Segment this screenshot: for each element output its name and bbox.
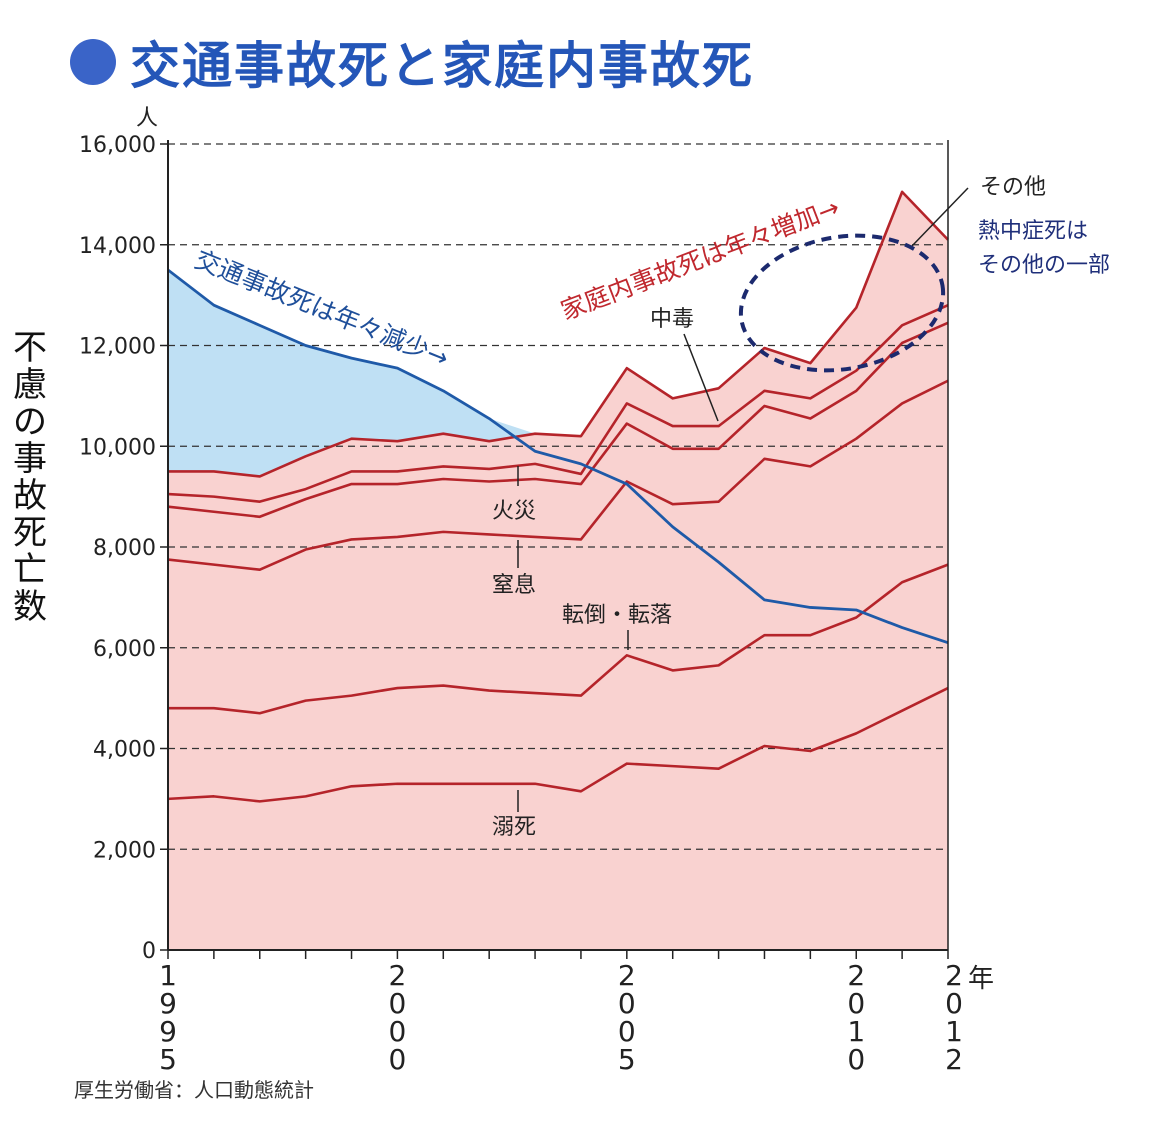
traffic-series-line xyxy=(167,268,949,645)
household-series-line-2 xyxy=(167,379,949,571)
fire-label: 火災 xyxy=(492,499,536,524)
chart-title: 交通事故死と家庭内事故死 xyxy=(130,37,754,95)
household-series-line-4 xyxy=(167,304,949,503)
household-area-fill xyxy=(168,191,948,950)
y-tick-label: 2,000 xyxy=(93,838,156,863)
heatstroke-label-line1: 熱中症死は xyxy=(978,219,1088,244)
y-tick-label: 12,000 xyxy=(79,335,156,360)
source-note: 厚生労働省：人口動態統計 xyxy=(74,1078,314,1102)
x-axis-unit: 年 xyxy=(968,964,995,994)
y-tick-label: 10,000 xyxy=(79,435,156,460)
household-series-line-0 xyxy=(167,686,949,803)
heatstroke-highlight-ellipse xyxy=(738,233,946,373)
y-tick-label: 0 xyxy=(142,939,156,964)
other-leader-line xyxy=(911,187,969,247)
household-trend-label: 家庭内事故死は年々増加→ xyxy=(557,192,844,325)
heatstroke-label-line2: その他の一部 xyxy=(978,253,1110,278)
household-series-line-5 xyxy=(168,190,949,478)
drowning-label: 溺死 xyxy=(492,815,536,840)
poisoning-label: 中毒 xyxy=(650,307,694,332)
y-tick-label: 14,000 xyxy=(79,234,156,259)
y-axis-unit: 人 xyxy=(136,106,159,131)
y-tick-label: 8,000 xyxy=(93,536,156,561)
y-tick-label: 16,000 xyxy=(79,133,156,158)
y-tick-label: 6,000 xyxy=(93,637,156,662)
y-axis-label: 不慮の事故死亡数 xyxy=(13,328,47,627)
y-tick-label: 4,000 xyxy=(93,738,156,763)
household-series-line-1 xyxy=(168,563,949,715)
title-block: 交通事故死と家庭内事故死 xyxy=(70,26,754,98)
other-label: その他 xyxy=(980,175,1046,200)
traffic-area-fill xyxy=(168,191,948,477)
title-bullet-icon xyxy=(70,39,116,85)
suffocation-label: 窒息 xyxy=(492,573,536,598)
falls-label: 転倒・転落 xyxy=(562,603,672,628)
household-series-line-3 xyxy=(167,321,949,519)
poisoning-leader-line xyxy=(683,333,719,422)
